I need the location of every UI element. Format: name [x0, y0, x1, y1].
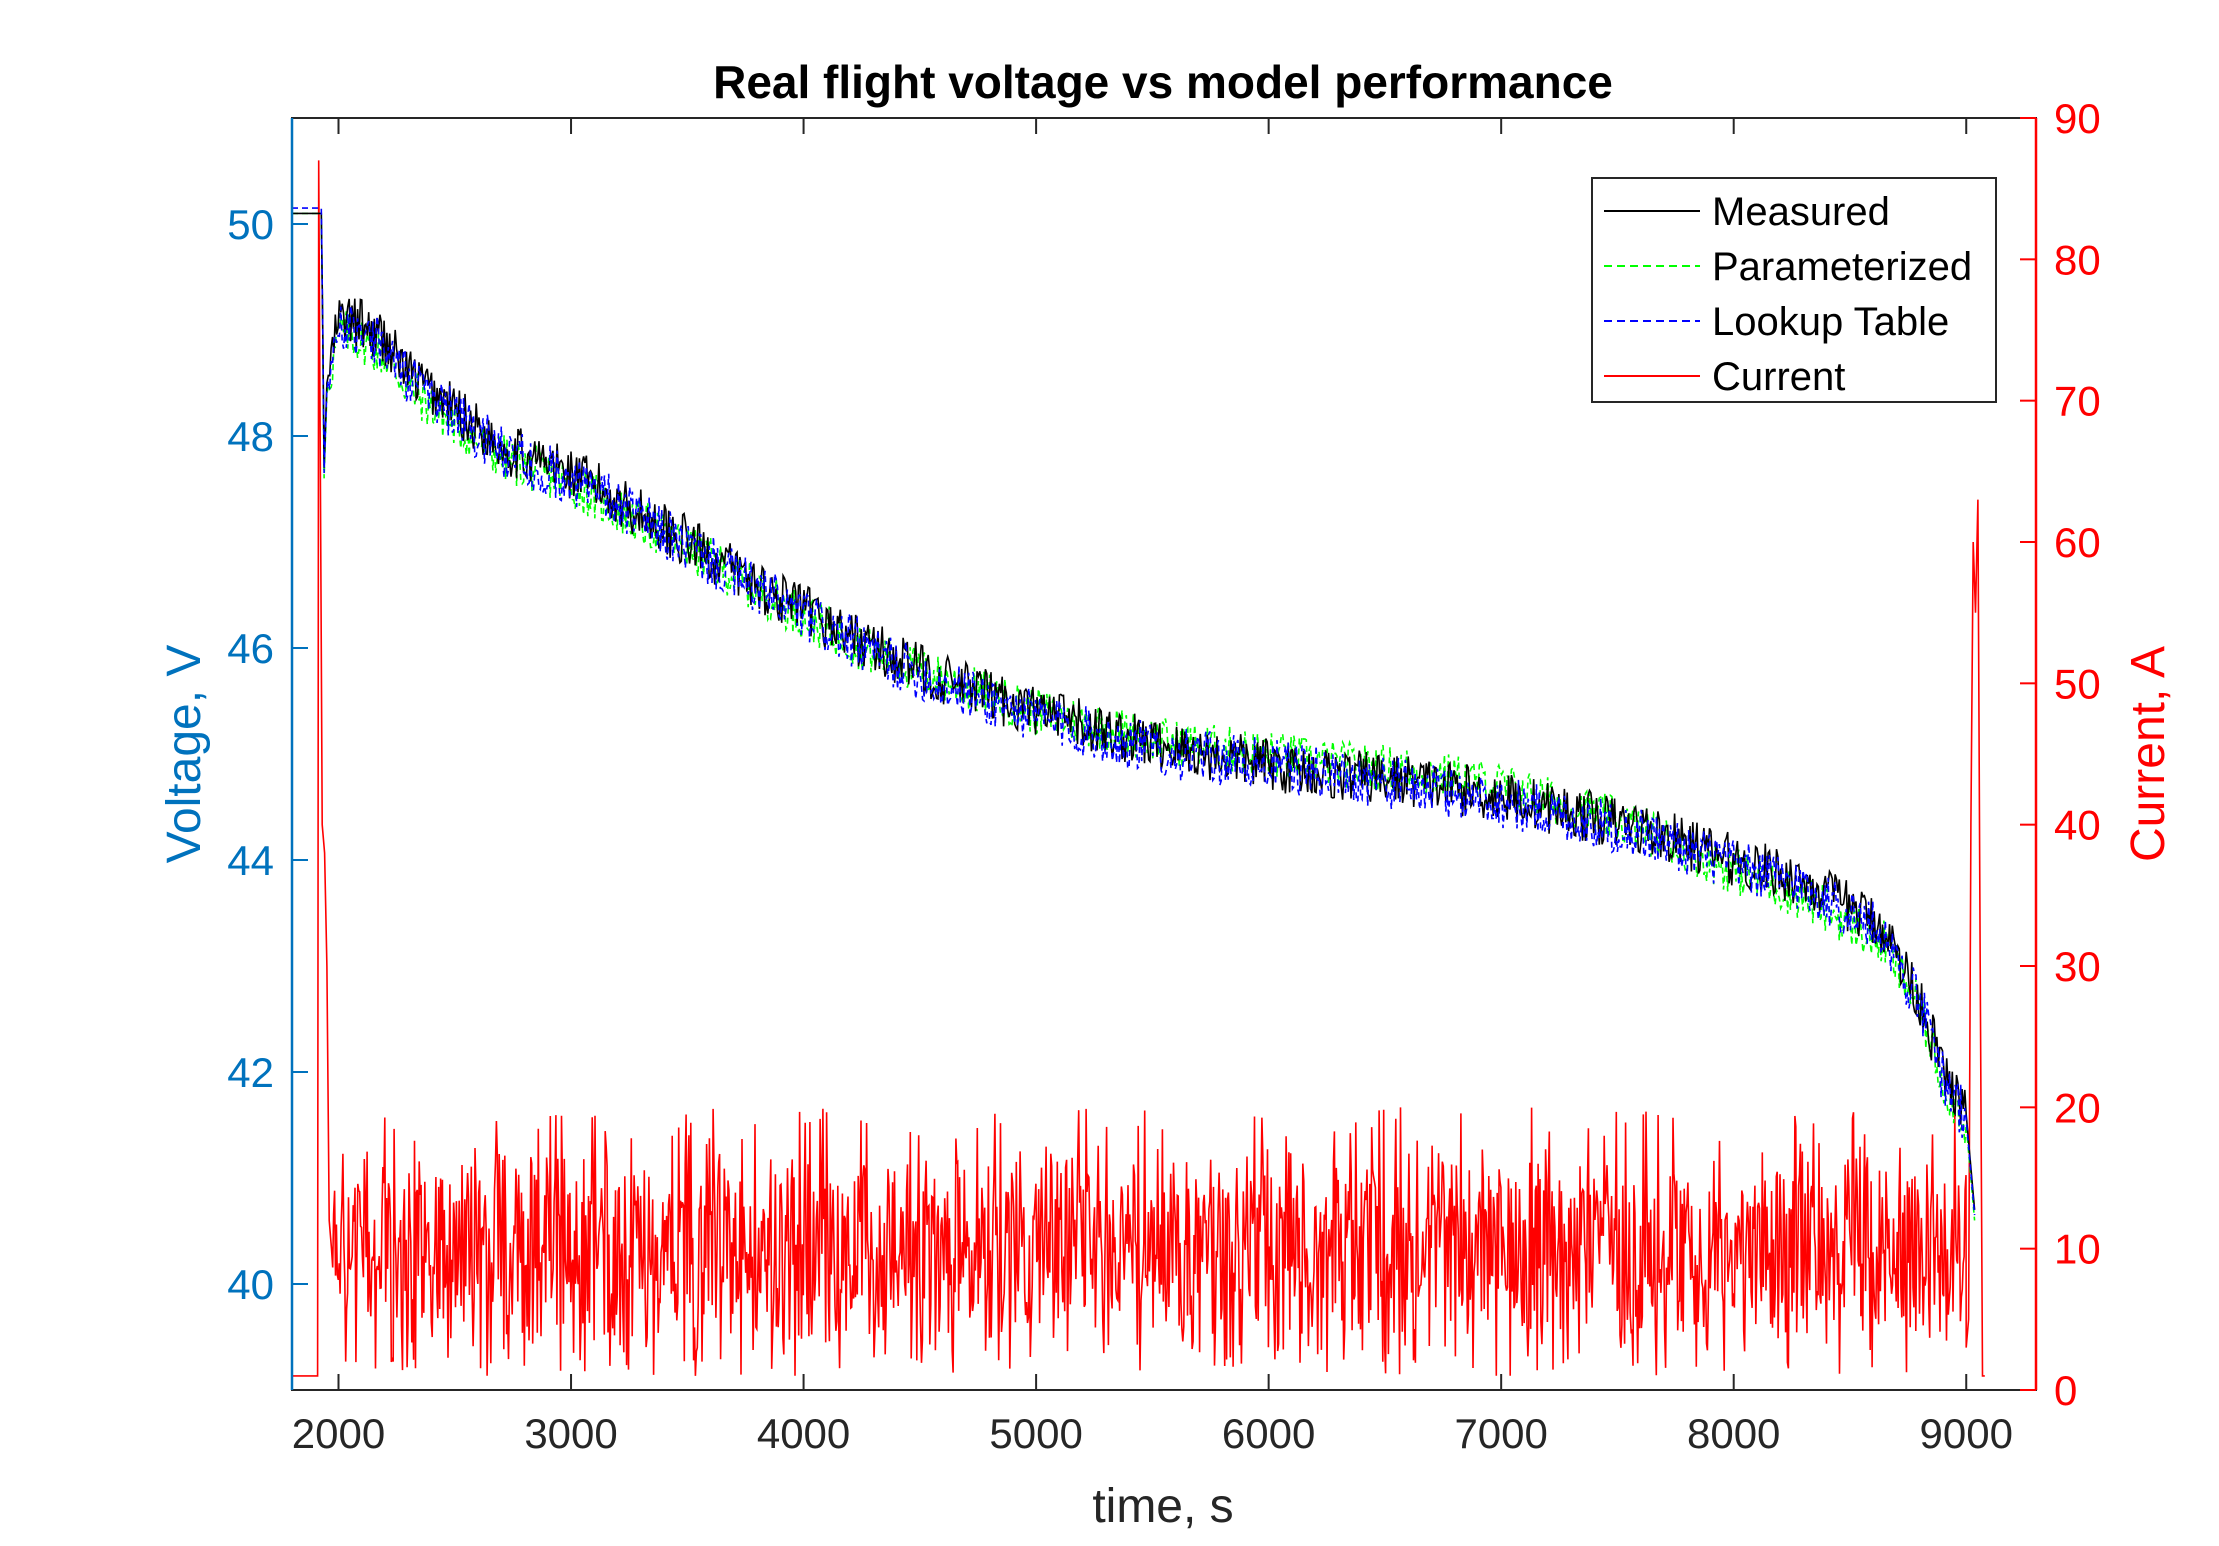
left-tick-label: 42	[227, 1049, 274, 1096]
legend-label-parameterized: Parameterized	[1712, 245, 1972, 289]
right-tick-label: 60	[2054, 519, 2101, 566]
x-tick-label: 6000	[1222, 1410, 1315, 1457]
left-axis-label: Voltage, V	[158, 645, 211, 864]
left-tick-label: 44	[227, 837, 274, 884]
x-axis-ticks: 2000 3000 4000 5000 6000 7000 8000 9000	[292, 118, 2013, 1457]
x-tick-label: 7000	[1454, 1410, 1547, 1457]
left-tick-label: 40	[227, 1261, 274, 1308]
right-tick-label: 40	[2054, 802, 2101, 849]
right-tick-label: 80	[2054, 236, 2101, 283]
x-tick-label: 8000	[1687, 1410, 1780, 1457]
left-tick-label: 48	[227, 413, 274, 460]
x-tick-label: 4000	[757, 1410, 850, 1457]
right-axis-label: Current, A	[2122, 646, 2175, 862]
right-tick-label: 20	[2054, 1084, 2101, 1131]
legend: Measured Parameterized Lookup Table Curr…	[1591, 177, 1997, 403]
legend-label-measured: Measured	[1712, 190, 1890, 234]
x-tick-label: 9000	[1920, 1410, 2013, 1457]
series-line-current	[292, 160, 1985, 1377]
legend-label-current: Current	[1712, 355, 1845, 399]
x-axis-label: time, s	[1092, 1480, 1233, 1533]
right-axis-ticks: 0 10 20 30 40 50 60 70 80 90	[2020, 95, 2101, 1414]
right-tick-label: 90	[2054, 95, 2101, 142]
series-layer	[292, 160, 1985, 1377]
left-axis-ticks: 40 42 44 46 48 50	[227, 201, 308, 1308]
legend-box	[1591, 177, 1997, 403]
x-tick-label: 2000	[292, 1410, 385, 1457]
right-tick-label: 50	[2054, 660, 2101, 707]
series-line-parameterized	[292, 212, 1976, 1221]
chart-title: Real flight voltage vs model performance	[713, 56, 1613, 108]
x-tick-label: 3000	[524, 1410, 617, 1457]
left-tick-label: 50	[227, 201, 274, 248]
legend-label-lookup: Lookup Table	[1712, 300, 1949, 344]
right-tick-label: 10	[2054, 1226, 2101, 1273]
series-line-lookup-table	[292, 207, 1976, 1216]
right-tick-label: 0	[2054, 1367, 2077, 1414]
left-tick-label: 46	[227, 625, 274, 672]
right-tick-label: 70	[2054, 378, 2101, 425]
right-tick-label: 30	[2054, 943, 2101, 990]
x-tick-label: 5000	[989, 1410, 1082, 1457]
